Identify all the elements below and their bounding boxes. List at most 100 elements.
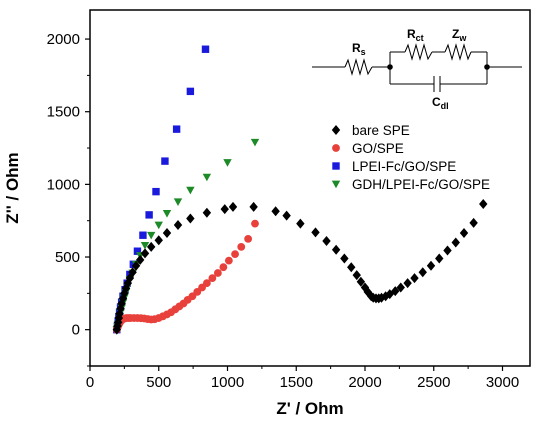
- data-point: [139, 231, 147, 239]
- warburg-element: [444, 43, 472, 61]
- data-point: [250, 138, 260, 147]
- legend-label: LPEI-Fc/GO/SPE: [352, 159, 456, 174]
- x-tick-label: 3000: [486, 374, 519, 391]
- data-point: [202, 173, 212, 182]
- data-point: [396, 282, 405, 293]
- resistor-rs: [344, 58, 373, 76]
- data-point: [125, 273, 135, 284]
- y-tick-label: 0: [72, 322, 80, 339]
- data-point: [311, 227, 320, 238]
- legend: bare SPE GO/SPE LPEI-Fc/GO/SPE GDH/LPEI-Fc/…: [331, 123, 490, 192]
- data-point: [469, 217, 478, 228]
- data-point: [133, 247, 142, 255]
- circuit-node: [387, 64, 393, 70]
- x-tick-label: 500: [146, 374, 171, 391]
- x-tick-label: 1000: [211, 374, 244, 391]
- data-point: [202, 207, 212, 218]
- label-cdl: Cdl: [432, 95, 449, 111]
- data-point: [213, 269, 222, 277]
- label-rct: Rct: [407, 27, 424, 43]
- legend-marker: [332, 162, 340, 170]
- series-bare-spe: [112, 198, 488, 335]
- data-point: [228, 201, 238, 212]
- data-point: [162, 210, 172, 218]
- data-point: [391, 286, 400, 297]
- data-point: [140, 248, 150, 259]
- data-point: [135, 254, 145, 265]
- x-tick-label: 0: [86, 374, 94, 391]
- data-point: [201, 45, 210, 53]
- legend-label: GO/SPE: [352, 141, 404, 156]
- data-point: [352, 270, 361, 281]
- data-point: [161, 157, 169, 165]
- data-point: [154, 221, 163, 230]
- legend-marker: [332, 144, 340, 152]
- data-point: [249, 201, 258, 212]
- data-point: [331, 244, 341, 255]
- data-point: [410, 273, 419, 284]
- data-point: [152, 187, 160, 196]
- data-point: [418, 267, 427, 278]
- data-point: [347, 262, 356, 273]
- data-point: [173, 220, 183, 231]
- data-point: [443, 245, 452, 256]
- resistor-rct: [404, 43, 433, 61]
- x-tick-label: 2000: [348, 374, 381, 391]
- y-tick-label: 500: [55, 249, 80, 266]
- plot-marks: [112, 45, 488, 335]
- data-point: [131, 260, 141, 271]
- data-point: [223, 159, 232, 167]
- data-point: [140, 241, 150, 250]
- equivalent-circuit-inset: [312, 43, 522, 92]
- data-point: [403, 278, 412, 289]
- data-point: [128, 267, 137, 278]
- data-point: [224, 256, 233, 265]
- y-tick-label: 1000: [47, 176, 80, 193]
- data-point: [271, 206, 280, 217]
- data-point: [356, 276, 366, 287]
- data-point: [340, 253, 349, 264]
- legend-label: GDH/LPEI-Fc/GO/SPE: [352, 177, 490, 192]
- x-tick-label: 2500: [417, 374, 450, 391]
- data-point: [244, 234, 253, 243]
- x-axis-title: Z' / Ohm: [276, 399, 343, 418]
- data-point: [237, 242, 246, 251]
- data-point: [123, 278, 133, 289]
- data-point: [186, 186, 195, 195]
- legend-label: bare SPE: [352, 123, 410, 138]
- legend-marker: [331, 125, 341, 135]
- data-point: [145, 211, 153, 219]
- data-point: [220, 204, 229, 215]
- y-tick-label: 1500: [47, 104, 80, 121]
- y-axis-ticks: 0 500 1000 1500 2000: [47, 31, 90, 367]
- data-point: [154, 235, 163, 246]
- circuit-node: [484, 64, 490, 70]
- data-point: [219, 263, 228, 272]
- data-point: [296, 218, 305, 229]
- data-point: [186, 87, 195, 96]
- label-zw: Zw: [452, 27, 467, 43]
- data-point: [451, 237, 460, 248]
- data-point: [162, 228, 172, 239]
- data-point: [231, 250, 239, 259]
- data-point: [208, 274, 217, 282]
- data-point: [479, 198, 488, 209]
- x-axis-ticks: 0 500 1000 1500 2000 2500 3000: [86, 366, 519, 391]
- data-point: [172, 125, 181, 133]
- data-point: [322, 236, 331, 247]
- y-axis-title: Z'' / Ohm: [3, 152, 22, 223]
- data-point: [251, 219, 259, 228]
- legend-marker: [331, 180, 341, 189]
- data-point: [173, 198, 183, 207]
- data-point: [426, 260, 436, 271]
- data-point: [202, 279, 211, 288]
- data-point: [282, 210, 291, 221]
- data-point: [146, 231, 156, 240]
- x-tick-label: 1500: [280, 374, 313, 391]
- data-point: [146, 241, 156, 252]
- y-tick-label: 2000: [47, 31, 80, 48]
- data-point: [435, 253, 444, 264]
- data-point: [186, 213, 195, 224]
